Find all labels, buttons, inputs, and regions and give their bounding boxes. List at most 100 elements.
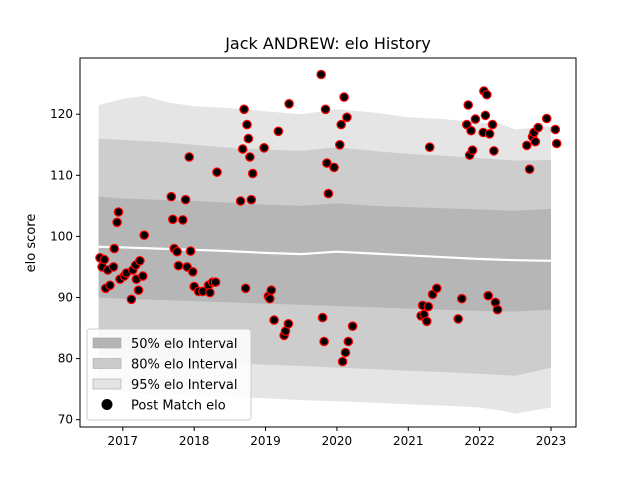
x-tick-label: 2021: [393, 434, 424, 448]
band-50-elo-interval: [98, 196, 551, 312]
data-point: [284, 99, 294, 109]
data-point: [212, 167, 222, 177]
data-point: [99, 254, 110, 265]
data-point: [283, 318, 294, 329]
legend-swatch-50-elo-interval: [92, 337, 122, 349]
data-point: [237, 144, 248, 154]
data-point: [342, 112, 352, 123]
data-point: [139, 230, 149, 240]
data-point: [347, 321, 358, 331]
data-point: [168, 214, 178, 225]
x-tick-label: 2018: [179, 434, 210, 448]
data-point: [322, 158, 332, 168]
data-point: [329, 162, 339, 173]
data-point: [489, 146, 499, 156]
data-point: [185, 246, 196, 256]
data-point: [105, 280, 115, 291]
x-tick-label: 2020: [322, 434, 353, 448]
data-point: [337, 356, 348, 367]
data-point: [423, 301, 434, 312]
data-point: [109, 243, 120, 254]
y-axis-label: elo score: [24, 214, 39, 273]
x-tick-label: 2017: [108, 434, 139, 448]
data-point: [483, 290, 493, 301]
data-point: [273, 126, 284, 137]
data-point: [466, 125, 476, 136]
data-point: [340, 347, 351, 358]
y-tick-label: 90: [58, 290, 73, 304]
chart-title: Jack ANDREW: elo History: [224, 34, 431, 53]
data-point: [108, 262, 119, 272]
data-point: [259, 143, 269, 153]
data-point: [484, 129, 495, 139]
data-point: [247, 168, 258, 179]
data-point: [492, 304, 503, 315]
data-point: [138, 271, 148, 281]
legend-label-post-match-elo: Post Match elo: [131, 399, 226, 414]
median-elo-line: [98, 245, 552, 262]
data-point: [480, 110, 491, 121]
y-tick-label: 110: [50, 168, 73, 182]
data-point: [467, 145, 478, 155]
data-point: [541, 113, 552, 124]
y-tick-label: 120: [50, 107, 73, 121]
data-point: [173, 260, 184, 271]
data-point: [463, 100, 473, 110]
legend-label-50-elo-interval: 50% elo Interval: [131, 337, 238, 352]
data-point: [235, 196, 246, 206]
data-point: [135, 255, 145, 266]
data-point: [421, 316, 432, 327]
data-point: [126, 294, 137, 305]
data-point: [205, 287, 215, 298]
x-tick-label: 2022: [464, 434, 495, 448]
data-point: [550, 124, 561, 135]
axes: 2017 2018 2019 2020 2021 2022 2023 70 80 90 100 110…: [50, 57, 577, 448]
legend-marker-post-match-elo: [101, 399, 113, 410]
data-point: [178, 215, 188, 225]
data-point: [210, 277, 221, 287]
data-point: [320, 104, 331, 115]
data-point: [470, 114, 481, 124]
data-point: [524, 164, 535, 174]
data-point: [481, 89, 492, 100]
data-point: [113, 207, 124, 217]
data-point: [172, 246, 182, 257]
data-point: [343, 336, 354, 347]
data-point: [431, 283, 442, 294]
data-point: [112, 217, 122, 228]
data-point: [240, 283, 251, 294]
legend-box: [86, 328, 252, 421]
data-point: [316, 69, 326, 80]
data-point: [184, 152, 194, 162]
legend-swatch-95-elo-interval: [92, 378, 122, 390]
legend-label-80-elo-interval: 80% elo Interval: [131, 358, 238, 373]
data-point: [424, 142, 435, 152]
data-point: [453, 314, 463, 324]
y-tick-label: 100: [50, 229, 73, 243]
data-point: [530, 136, 541, 147]
data-point: [243, 133, 254, 144]
data-point: [180, 194, 191, 205]
data-point: [336, 119, 346, 130]
data-point: [319, 336, 329, 347]
legend-label-95-elo-interval: 95% elo Interval: [131, 378, 238, 393]
data-point: [334, 140, 345, 150]
data-point: [239, 104, 249, 115]
data-point: [533, 122, 543, 133]
legend: 50% elo Interval 80% elo Interval 95% elo …: [86, 328, 252, 421]
data-point: [133, 285, 144, 295]
x-tick-label: 2023: [536, 434, 567, 448]
legend-swatch-80-elo-interval: [92, 358, 122, 369]
data-point: [317, 312, 328, 323]
data-point: [264, 293, 275, 304]
data-point: [246, 194, 257, 205]
data-point: [245, 152, 255, 162]
data-point: [166, 191, 177, 202]
data-point: [551, 138, 562, 149]
y-tick-label: 80: [58, 352, 73, 366]
data-point: [487, 119, 498, 130]
data-point: [456, 293, 467, 304]
data-point: [242, 119, 252, 130]
data-point: [188, 266, 198, 277]
